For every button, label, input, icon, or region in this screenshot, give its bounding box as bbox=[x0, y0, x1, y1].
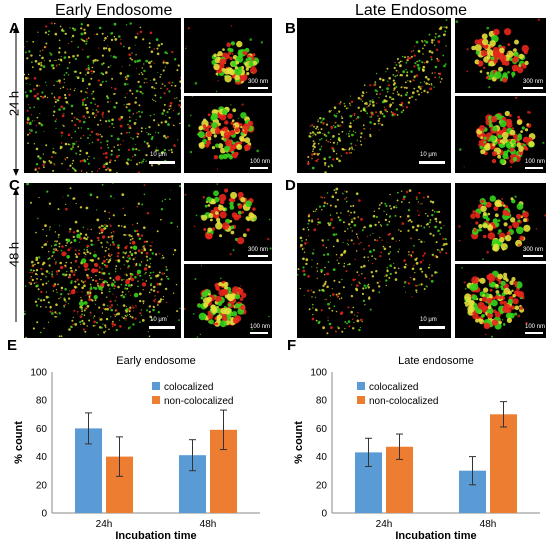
legend-swatch bbox=[357, 382, 365, 390]
scale-label: 300 nm bbox=[523, 79, 544, 85]
y-axis-label: % count bbox=[293, 421, 305, 464]
y-axis-label: % count bbox=[13, 421, 25, 464]
scale-bar bbox=[149, 161, 175, 164]
panel-b-inset-top: 300 nm bbox=[455, 18, 546, 93]
fluorescence-signal bbox=[24, 22, 181, 173]
fluorescence-signal bbox=[24, 183, 181, 338]
fluorescence-signal bbox=[184, 265, 270, 338]
time-label-24h: 24 h bbox=[6, 90, 22, 117]
time-arrows bbox=[13, 26, 19, 322]
panel-d-inset-bottom: 100 nm bbox=[455, 264, 546, 338]
fluorescence-signal bbox=[459, 96, 545, 168]
panel-letter-d: D bbox=[285, 177, 296, 194]
panel-b-main-image: 10 μm bbox=[297, 18, 451, 173]
time-label-48h: 48 h bbox=[6, 241, 22, 268]
y-tick-label: 100 bbox=[310, 368, 327, 379]
panel-a-inset-bottom: 100 nm bbox=[184, 96, 272, 173]
scale-bar bbox=[523, 255, 543, 257]
scale-label: 10 μm bbox=[150, 317, 167, 323]
x-tick-label: 24h bbox=[376, 519, 393, 530]
panel-letter-b: B bbox=[285, 20, 296, 37]
scale-label: 100 nm bbox=[250, 324, 271, 330]
panel-d-inset-top: 300 nm bbox=[455, 183, 546, 261]
scale-label: 300 nm bbox=[248, 247, 269, 253]
scale-bar bbox=[250, 167, 268, 169]
scale-label: 10 μm bbox=[150, 152, 167, 158]
panel-a-inset-top: 300 nm bbox=[184, 18, 272, 93]
scale-bar bbox=[525, 167, 543, 169]
y-tick-label: 60 bbox=[316, 424, 328, 435]
panel-letter-a: A bbox=[9, 20, 20, 37]
legend-label: non-colocalized bbox=[164, 396, 234, 407]
x-tick-label: 24h bbox=[96, 519, 113, 530]
scale-label: 100 nm bbox=[250, 159, 271, 165]
fluorescence-signal bbox=[306, 19, 448, 173]
legend-swatch bbox=[152, 382, 160, 390]
y-tick-label: 100 bbox=[30, 368, 47, 379]
y-tick-label: 0 bbox=[321, 509, 327, 520]
panel-c-inset-top: 300 nm bbox=[184, 183, 272, 261]
scale-bar bbox=[419, 326, 445, 329]
chart-title: Late endosome bbox=[398, 355, 474, 367]
y-tick-label: 60 bbox=[36, 424, 48, 435]
early-endosome-header: Early Endosome bbox=[55, 2, 173, 19]
scale-bar bbox=[149, 326, 175, 329]
legend-swatch bbox=[357, 396, 365, 404]
y-tick-label: 80 bbox=[36, 396, 48, 407]
late-endosome-chart: Late endosome 0 20 40 60 80 100 % count 24h 48h In… bbox=[293, 355, 540, 542]
legend-label: colocalized bbox=[164, 382, 213, 393]
y-tick-label: 0 bbox=[41, 509, 47, 520]
y-tick-label: 20 bbox=[36, 480, 48, 491]
x-tick-label: 48h bbox=[200, 519, 217, 530]
y-tick-label: 40 bbox=[36, 452, 48, 463]
early-endosome-chart: Early endosome 0 20 40 60 80 100 % count 24h 48h I… bbox=[13, 355, 260, 542]
scale-bar bbox=[525, 332, 543, 334]
legend-swatch bbox=[152, 396, 160, 404]
scale-bar bbox=[250, 332, 268, 334]
chart-title: Early endosome bbox=[116, 355, 196, 367]
panel-a-main-image: 10 μm bbox=[24, 18, 181, 173]
fluorescence-signal bbox=[455, 18, 540, 89]
y-tick-label: 40 bbox=[316, 452, 328, 463]
scale-label: 10 μm bbox=[420, 152, 437, 158]
panel-b-inset-bottom: 100 nm bbox=[455, 96, 546, 173]
x-axis-label: Incubation time bbox=[395, 530, 476, 542]
fluorescence-signal bbox=[184, 183, 272, 256]
panel-c-inset-bottom: 100 nm bbox=[184, 264, 272, 338]
bar-non-colocalized bbox=[490, 414, 517, 513]
scale-bar bbox=[248, 87, 268, 89]
scale-bar bbox=[419, 161, 445, 164]
panel-letter-f: F bbox=[287, 337, 297, 354]
x-tick-label: 48h bbox=[480, 519, 497, 530]
legend-label: non-colocalized bbox=[369, 396, 439, 407]
fluorescence-signal bbox=[461, 267, 528, 338]
x-axis-label: Incubation time bbox=[115, 530, 196, 542]
late-endosome-header: Late Endosome bbox=[355, 2, 468, 19]
scale-bar bbox=[248, 255, 268, 257]
panel-d-main-image: 10 μm bbox=[297, 183, 451, 338]
scale-label: 300 nm bbox=[248, 79, 269, 85]
scale-label: 100 nm bbox=[525, 324, 546, 330]
legend-label: colocalized bbox=[369, 382, 418, 393]
fluorescence-signal bbox=[458, 195, 546, 261]
y-tick-label: 80 bbox=[316, 396, 328, 407]
scale-label: 100 nm bbox=[525, 159, 546, 165]
panel-c-main-image: 10 μm bbox=[24, 183, 181, 338]
scale-label: 10 μm bbox=[420, 317, 437, 323]
fluorescence-signal bbox=[188, 96, 260, 170]
scale-bar bbox=[523, 87, 543, 89]
y-tick-label: 20 bbox=[316, 480, 328, 491]
fluorescence-signal bbox=[185, 25, 264, 93]
panel-letter-e: E bbox=[7, 337, 18, 354]
fluorescence-signal bbox=[297, 187, 448, 335]
panel-letter-c: C bbox=[9, 177, 20, 194]
scale-label: 300 nm bbox=[523, 247, 544, 253]
